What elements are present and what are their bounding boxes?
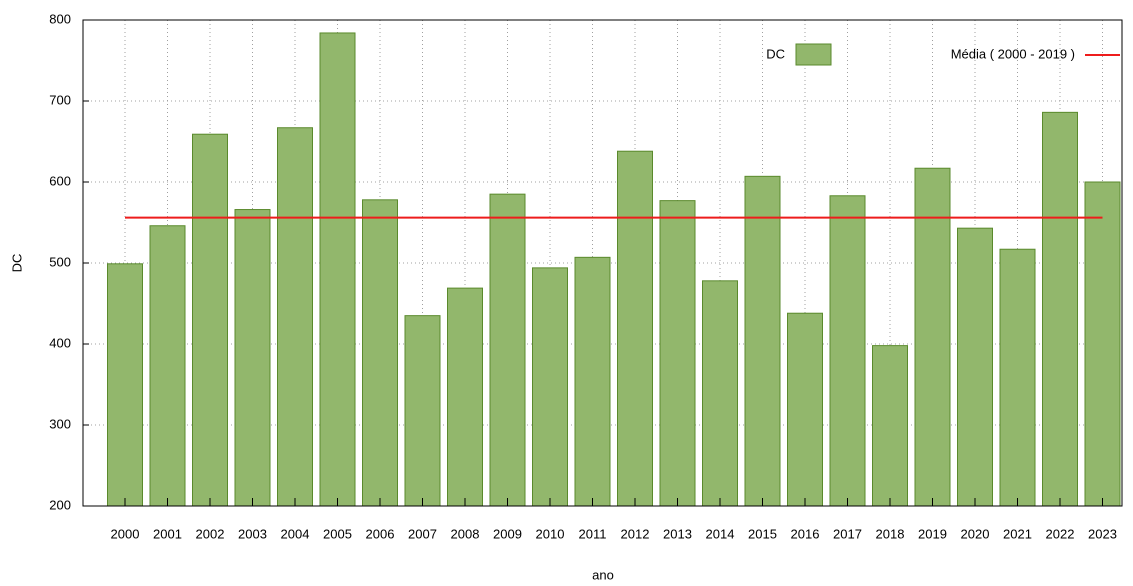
- y-tick-label: 300: [49, 416, 71, 431]
- bar: [617, 150, 653, 507]
- y-tick-label: 800: [49, 11, 71, 26]
- x-tick-label: 2005: [323, 526, 352, 541]
- bar: [829, 195, 866, 507]
- y-tick-label: 600: [49, 173, 71, 188]
- bar: [319, 32, 356, 507]
- y-tick-label: 700: [49, 92, 71, 107]
- bar: [1042, 111, 1078, 507]
- bar: [957, 227, 993, 507]
- bar: [362, 199, 398, 507]
- bar: [659, 200, 696, 507]
- bar: [107, 263, 143, 507]
- legend-label: Média ( 2000 - 2019 ): [951, 46, 1075, 61]
- x-axis-label: ano: [592, 567, 614, 582]
- x-tick-label: 2012: [621, 526, 650, 541]
- bar: [404, 315, 441, 507]
- x-tick-label: 2015: [748, 526, 777, 541]
- x-tick-label: 2018: [876, 526, 905, 541]
- x-tick-label: 2010: [536, 526, 565, 541]
- bar: [574, 256, 611, 507]
- x-tick-label: 2006: [366, 526, 395, 541]
- x-tick-label: 2023: [1088, 526, 1117, 541]
- x-tick-label: 2001: [153, 526, 182, 541]
- x-tick-label: 2011: [579, 526, 607, 541]
- bar: [234, 209, 271, 507]
- bar: [192, 133, 228, 507]
- bar: [787, 312, 823, 507]
- x-tick-label: 2009: [493, 526, 522, 541]
- bar: [702, 280, 738, 507]
- x-tick-label: 2022: [1046, 526, 1075, 541]
- plot-border: [82, 19, 1123, 507]
- y-axis-label: DC: [9, 254, 24, 273]
- x-tick-label: 2017: [833, 526, 862, 541]
- x-tick-label: 2021: [1003, 526, 1032, 541]
- x-tick-label: 2014: [706, 526, 735, 541]
- x-tick-label: 2002: [196, 526, 225, 541]
- y-tick-label: 500: [49, 254, 71, 269]
- x-tick-label: 2003: [238, 526, 267, 541]
- bar: [1084, 181, 1121, 507]
- bar: [489, 193, 526, 507]
- bar: [999, 248, 1036, 507]
- x-tick-label: 2016: [791, 526, 820, 541]
- x-tick-label: 2008: [451, 526, 480, 541]
- legend-swatch: [795, 43, 832, 66]
- y-tick-label: 400: [49, 335, 71, 350]
- x-tick-label: 2019: [918, 526, 947, 541]
- bar: [532, 267, 568, 507]
- x-tick-label: 2007: [408, 526, 437, 541]
- y-tick-label: 200: [49, 497, 71, 512]
- bar: [744, 175, 781, 507]
- x-tick-label: 2004: [281, 526, 310, 541]
- bar: [872, 345, 908, 507]
- x-tick-label: 2000: [111, 526, 140, 541]
- x-tick-label: 2013: [663, 526, 692, 541]
- x-tick-label: 2020: [961, 526, 990, 541]
- bar: [277, 127, 313, 507]
- bar: [149, 225, 186, 507]
- legend-label: DC: [766, 46, 785, 61]
- bar: [914, 167, 951, 507]
- bar: [447, 287, 483, 507]
